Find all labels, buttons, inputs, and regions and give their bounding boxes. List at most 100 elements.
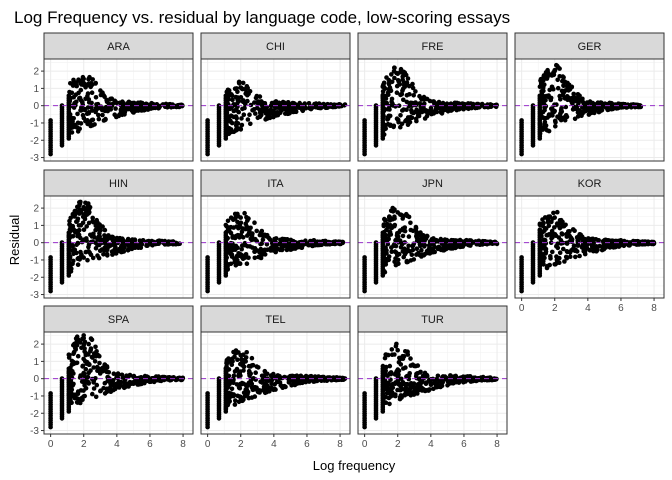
data-point	[235, 357, 240, 363]
data-point	[431, 380, 437, 386]
data-point	[83, 386, 89, 391]
data-point	[90, 355, 95, 360]
data-point	[72, 208, 78, 214]
data-point	[76, 232, 82, 238]
data-point	[103, 117, 108, 123]
data-point	[95, 364, 100, 370]
data-point	[244, 84, 250, 89]
data-point	[392, 249, 398, 254]
data-point	[296, 104, 302, 109]
data-point	[426, 246, 432, 252]
data-point	[581, 106, 587, 111]
data-point	[234, 115, 239, 121]
data-point	[266, 378, 271, 384]
data-point	[73, 92, 79, 97]
data-point	[264, 109, 270, 115]
data-point	[555, 241, 560, 246]
data-point	[410, 247, 416, 253]
data-point	[75, 111, 80, 117]
data-point	[86, 211, 91, 216]
data-point	[234, 382, 240, 387]
panel-border	[200, 195, 351, 299]
data-point	[79, 239, 85, 245]
data-point	[562, 116, 567, 121]
data-point	[277, 241, 282, 247]
data-point	[97, 231, 102, 236]
data-point	[557, 255, 562, 261]
data-point	[627, 240, 633, 245]
data-point	[109, 96, 115, 101]
data-point	[381, 132, 387, 137]
facet-strip-label: GER	[578, 41, 602, 53]
data-point	[453, 102, 459, 107]
data-point	[73, 347, 78, 352]
data-point	[123, 106, 128, 112]
data-point	[562, 259, 567, 264]
data-point	[112, 385, 118, 391]
data-point	[439, 111, 445, 116]
data-point	[380, 246, 386, 251]
data-point	[417, 252, 423, 258]
data-point	[117, 380, 123, 386]
data-point	[541, 237, 547, 243]
data-point	[97, 360, 102, 366]
data-point	[542, 107, 547, 113]
data-point	[67, 235, 73, 240]
facet-strip	[43, 169, 194, 197]
y-tick-label: 2	[33, 67, 39, 78]
plot-background	[44, 59, 193, 161]
facet-strip-label: CHI	[266, 41, 285, 53]
data-point	[413, 89, 418, 94]
x-axis-label: Log frequency	[313, 458, 396, 473]
data-point	[406, 373, 412, 379]
data-point	[81, 212, 87, 217]
data-points	[519, 62, 644, 157]
data-point	[414, 371, 419, 377]
data-point	[270, 103, 275, 108]
facet-strip	[200, 169, 351, 197]
data-point	[276, 100, 282, 106]
data-point	[381, 113, 386, 119]
data-point	[90, 77, 95, 82]
data-point	[592, 246, 598, 251]
data-point	[577, 253, 582, 259]
data-point	[269, 241, 275, 246]
data-point	[389, 72, 394, 77]
data-point	[414, 230, 420, 235]
data-point	[415, 363, 421, 368]
data-point	[89, 108, 95, 113]
data-point	[386, 254, 392, 259]
data-point	[225, 218, 231, 224]
data-point	[537, 257, 543, 262]
y-tick-label: -3	[30, 290, 39, 301]
data-point	[253, 370, 258, 376]
data-point	[75, 240, 81, 246]
data-point	[100, 112, 105, 118]
facet-strip	[357, 32, 508, 60]
data-point	[128, 244, 133, 250]
data-point	[76, 77, 81, 82]
data-point	[575, 243, 581, 248]
facet-strip-label: ARA	[107, 41, 130, 53]
data-point	[102, 380, 108, 386]
x-tick-label: 6	[304, 439, 310, 450]
data-point	[88, 346, 94, 351]
x-tick-label: 8	[180, 439, 186, 450]
data-point	[102, 247, 108, 253]
data-point	[174, 104, 179, 110]
panel-border	[514, 195, 665, 299]
data-point	[239, 116, 244, 121]
data-point	[232, 369, 238, 374]
data-point	[244, 261, 250, 267]
data-point	[285, 247, 291, 252]
data-point	[555, 77, 560, 83]
data-point	[392, 352, 397, 357]
data-point	[576, 97, 582, 103]
y-tick-label: -2	[30, 136, 39, 147]
data-point	[413, 225, 419, 231]
data-point	[86, 100, 92, 105]
data-point	[575, 235, 580, 240]
facet-strip	[43, 305, 194, 333]
data-point	[395, 347, 401, 353]
